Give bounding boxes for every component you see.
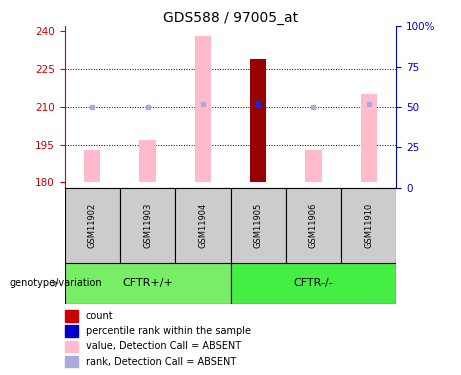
Text: GSM11905: GSM11905 [254, 202, 263, 248]
Bar [84, 150, 100, 183]
Bar [230, 262, 396, 304]
Text: GSM11904: GSM11904 [198, 202, 207, 248]
Bar [341, 188, 396, 262]
Text: percentile rank within the sample: percentile rank within the sample [86, 326, 251, 336]
Bar [230, 188, 286, 262]
Bar [195, 36, 211, 183]
Bar [250, 59, 266, 183]
Text: CFTR-/-: CFTR-/- [294, 278, 333, 288]
Bar [65, 326, 78, 337]
Text: rank, Detection Call = ABSENT: rank, Detection Call = ABSENT [86, 357, 236, 367]
Bar [361, 94, 377, 183]
Text: GSM11902: GSM11902 [88, 202, 97, 248]
Text: GSM11903: GSM11903 [143, 202, 152, 248]
Bar [139, 140, 156, 183]
Text: CFTR+/+: CFTR+/+ [122, 278, 173, 288]
Bar [305, 150, 322, 183]
Text: value, Detection Call = ABSENT: value, Detection Call = ABSENT [86, 341, 241, 351]
Text: genotype/variation: genotype/variation [9, 278, 102, 288]
Bar [65, 310, 78, 321]
Text: count: count [86, 311, 113, 321]
Text: GSM11906: GSM11906 [309, 202, 318, 248]
Text: GSM11910: GSM11910 [364, 202, 373, 248]
Bar [286, 188, 341, 262]
Bar [65, 356, 78, 368]
Bar [65, 262, 230, 304]
Bar [65, 340, 78, 352]
Text: GDS588 / 97005_at: GDS588 / 97005_at [163, 11, 298, 25]
Bar [175, 188, 230, 262]
Bar [120, 188, 175, 262]
Bar [65, 188, 120, 262]
